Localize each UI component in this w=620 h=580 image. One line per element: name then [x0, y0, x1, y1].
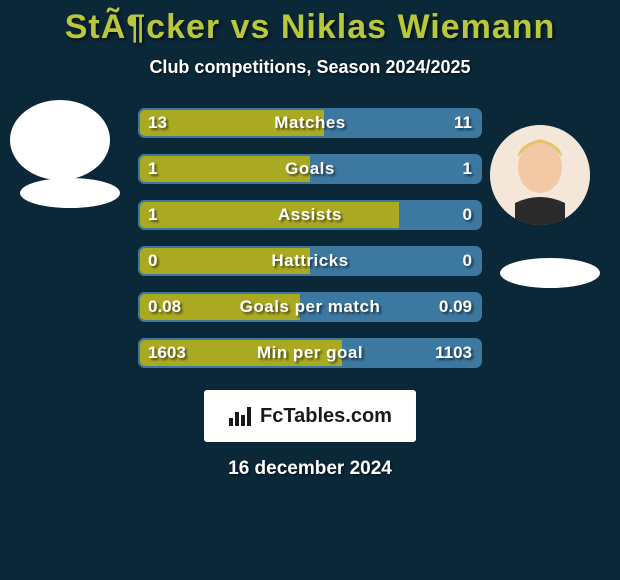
player-right-avatar: [490, 125, 590, 225]
stat-value-left: 1603: [148, 338, 186, 368]
stat-row: Assists1 0: [138, 200, 482, 230]
stat-label: Assists: [138, 200, 482, 230]
stat-value-left: 0: [148, 246, 157, 276]
stat-value-right: 11: [454, 108, 472, 138]
player-left-avatar: [10, 100, 110, 180]
stat-bars: Matches1311Goals11Assists10Hattricks00Go…: [138, 108, 482, 368]
stat-value-right: 1103: [435, 338, 472, 368]
stat-value-right: 0: [463, 200, 472, 230]
brand-badge: FcTables.com: [204, 390, 416, 442]
stat-row: Goals1 1: [138, 154, 482, 184]
stat-row: Goals per match0.08 0.09: [138, 292, 482, 322]
stat-value-left: 0.08: [148, 292, 181, 322]
stat-label: Goals per match: [138, 292, 482, 322]
comparison-card: StÃ¶cker vs Niklas Wiemann Club competit…: [0, 0, 620, 580]
subtitle: Club competitions, Season 2024/2025: [149, 57, 470, 78]
avatar-placeholder-icon: [490, 125, 590, 225]
stat-label: Hattricks: [138, 246, 482, 276]
stat-value-left: 1: [148, 200, 157, 230]
stat-row: Min per goal1603 1103: [138, 338, 482, 368]
date-text: 16 december 2024: [228, 458, 392, 480]
stat-value-left: 1: [148, 154, 157, 184]
stat-row: Hattricks0 0: [138, 246, 482, 276]
bar-chart-icon: [228, 404, 254, 428]
player-right-jersey-icon: [500, 258, 600, 288]
stat-label: Goals: [138, 154, 482, 184]
stat-value-left: 13: [148, 108, 167, 138]
stat-row: Matches13 11: [138, 108, 482, 138]
stat-value-right: 0.09: [439, 292, 472, 322]
brand-text: FcTables.com: [260, 405, 392, 428]
stat-value-right: 1: [463, 154, 472, 184]
stat-label: Min per goal: [138, 338, 482, 368]
stat-value-right: 0: [463, 246, 472, 276]
player-left-jersey-icon: [20, 178, 120, 208]
page-title: StÃ¶cker vs Niklas Wiemann: [65, 8, 556, 47]
stat-label: Matches: [138, 108, 482, 138]
